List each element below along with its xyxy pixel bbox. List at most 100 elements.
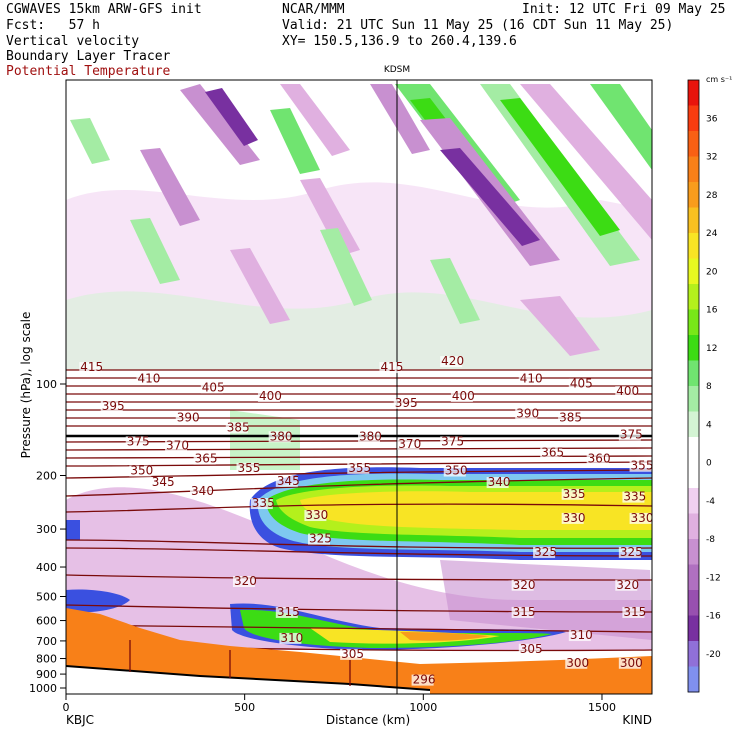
x-tick-label: 1500 [588, 701, 616, 714]
contour-label-bg [225, 422, 248, 434]
y-tick-label: 300 [36, 523, 57, 536]
forecast-hour: Fcst: 57 h [6, 18, 100, 33]
contour-label-bg [79, 362, 102, 374]
contour-label-bg [100, 401, 123, 413]
colorbar-tick-label: -4 [706, 497, 715, 507]
theta-contour-label: 300 [566, 656, 589, 670]
theta-contour-label: 385 [227, 420, 250, 434]
model-title: CGWAVES 15km ARW-GFS init [6, 2, 202, 17]
colorbar-swatch [688, 258, 699, 285]
colorbar-swatch [688, 182, 699, 208]
contour-label-bg [200, 382, 223, 394]
colorbar-unit: cm s⁻¹ [706, 75, 732, 84]
contour-label-bg [518, 643, 541, 655]
contour-label-bg [561, 488, 584, 500]
contour-label-bg [136, 373, 159, 385]
theta-contour-label: 375 [441, 434, 464, 448]
theta-contour-label: 305 [520, 642, 543, 656]
theta-contour-label: 350 [130, 464, 153, 478]
colorbar-swatch [688, 590, 699, 616]
contour-label-bg [618, 657, 641, 669]
theta-contour-label: 320 [616, 578, 639, 592]
colorbar-swatch [688, 335, 699, 361]
theta-contour-label: 325 [534, 545, 557, 559]
terrain [66, 608, 652, 694]
colorbar-swatch [688, 564, 699, 591]
theta-contour-label: 330 [631, 511, 654, 525]
contour-label-bg [615, 386, 638, 398]
theta-contour-label: 410 [137, 371, 160, 385]
contour-label-bg [275, 606, 298, 618]
colorbar-tick-label: 36 [706, 114, 718, 124]
contour-label-bg [250, 498, 273, 510]
valid-time: Valid: 21 UTC Sun 11 May 25 (16 CDT Sun … [282, 18, 674, 33]
theta-contour-label: 310 [570, 628, 593, 642]
contour-label-bg [568, 630, 591, 642]
distance-axis-ticks: 0 500 1000 1500 [63, 694, 616, 714]
contour-label-bg [193, 453, 216, 465]
theta-contour-label: 415 [380, 360, 403, 374]
contour-label-bg [190, 485, 213, 497]
y-axis-label: Pressure (hPa), log scale [19, 312, 33, 459]
theta-contour-label: 405 [570, 377, 593, 391]
contour-label-bg [443, 465, 466, 477]
contour-label-bg [586, 453, 609, 465]
contour-label-bg [568, 378, 591, 390]
theta-contour-label: 390 [516, 407, 539, 421]
theta-contour-label: 320 [234, 574, 257, 588]
contour-label-bg [236, 462, 259, 474]
x-axis-label: Distance (km) [326, 713, 410, 727]
theta-contour-label: 330 [563, 511, 586, 525]
contour-label-bg [125, 436, 148, 448]
plot-frame [65, 79, 653, 695]
y-tick-label: 400 [36, 561, 57, 574]
theta-contour-label: 340 [488, 475, 511, 489]
colorbar-swatch [688, 386, 699, 412]
theta-contour-label: 335 [252, 496, 275, 510]
y-tick-label: 500 [36, 590, 57, 603]
theta-contour-label: 300 [620, 656, 643, 670]
contour-label-bg [150, 477, 173, 489]
contour-label-bg [618, 429, 641, 441]
contour-label-bg [257, 390, 280, 402]
theta-contour-label: 315 [623, 605, 646, 619]
theta-contour-label: 365 [541, 446, 564, 460]
contour-label-bg [622, 606, 645, 618]
contour-label-bg [347, 462, 370, 474]
colorbar-tick-label: 4 [706, 420, 712, 430]
theta-contour-label: 330 [305, 508, 328, 522]
theta-contour-label: 355 [348, 461, 371, 475]
theta-contour-label: 395 [102, 399, 125, 413]
contour-label-bg [565, 657, 588, 669]
theta-contour-label: 325 [620, 545, 643, 559]
contour-label-bg [307, 533, 330, 545]
theta-contour-label: 335 [563, 487, 586, 501]
theta-contour-label: 375 [620, 428, 643, 442]
y-tick-label: 100 [36, 378, 57, 391]
theta-contour-label: 385 [559, 411, 582, 425]
x-tick-label: 1000 [409, 701, 437, 714]
contour-label-bg [622, 491, 645, 503]
theta-contour-label: 305 [341, 647, 364, 661]
contour-label-bg [450, 390, 473, 402]
theta-contour-label: 415 [80, 360, 103, 374]
contour-label-bg [379, 362, 402, 374]
colorbar-tick-label: -20 [706, 650, 721, 660]
contour-label-bg [440, 436, 463, 448]
colorbar-swatch [688, 80, 699, 106]
colorbar-tick-label: -12 [706, 573, 721, 583]
theta-contour-label: 345 [277, 474, 300, 488]
theta-contour-label: 370 [166, 439, 189, 453]
theta-contour-label: 355 [631, 459, 654, 473]
colorbar-swatch [688, 233, 699, 259]
contour-label-bg [304, 510, 327, 522]
contour-label-bg [279, 632, 302, 644]
theta-contour-label: 360 [588, 452, 611, 466]
contour-label-bg [558, 412, 581, 424]
theta-contour-label: 405 [202, 380, 225, 394]
init-time: Init: 12 UTC Fri 09 May 25 [522, 2, 726, 17]
contour-label-bg [518, 373, 541, 385]
theta-contour-label: 296 [413, 673, 436, 687]
